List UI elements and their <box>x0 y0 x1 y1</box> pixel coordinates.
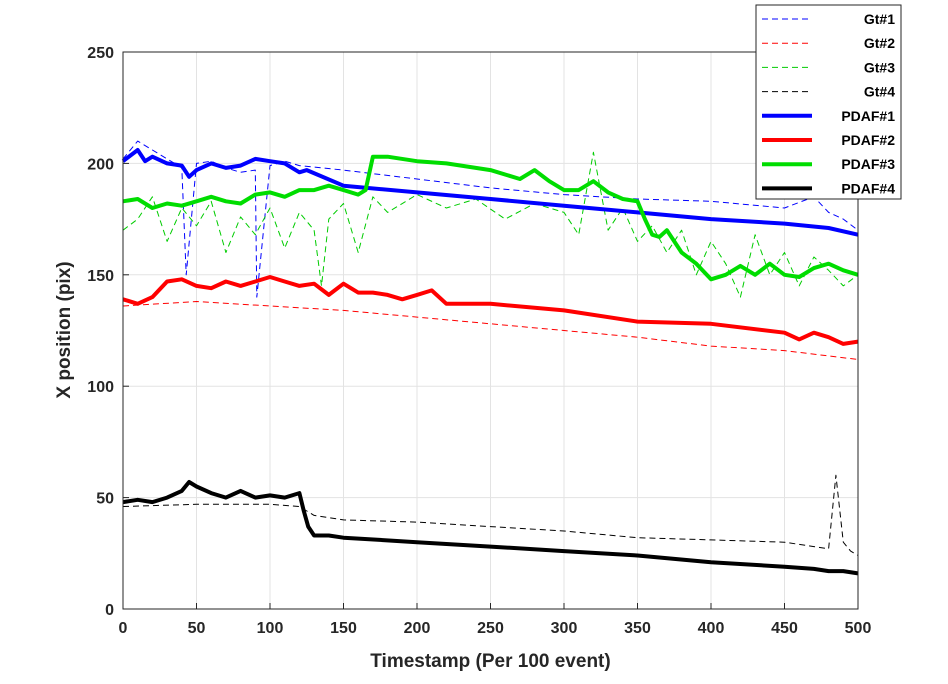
legend-entry: PDAF#3 <box>841 156 895 172</box>
series-line-8 <box>122 480 859 576</box>
y-tick-label: 150 <box>87 268 114 285</box>
series-line-4 <box>122 474 859 556</box>
x-tick-label: 450 <box>771 620 798 637</box>
x-tick-label: 250 <box>477 620 504 637</box>
series-lines <box>121 140 859 576</box>
y-tick-label: 200 <box>87 156 114 173</box>
series-line-5 <box>121 148 859 237</box>
legend-entry: Gt#2 <box>864 35 895 51</box>
x-tick-label: 200 <box>404 620 431 637</box>
legend-box <box>755 4 902 200</box>
series-line-3 <box>122 151 859 298</box>
legend-entry: Gt#4 <box>864 84 895 100</box>
series-line-7 <box>122 154 859 282</box>
legend: Gt#1 Gt#2 Gt#3 Gt#4 PDAF#1 PDAF#2 PDAF#3 PDAF#4 <box>755 4 902 200</box>
legend-entry: PDAF#2 <box>841 132 895 148</box>
y-tick-label: 50 <box>96 491 114 508</box>
x-axis-label: Timestamp (Per 100 event) <box>370 651 610 672</box>
x-tick-label: 0 <box>119 620 128 637</box>
series-line-2 <box>122 301 859 360</box>
legend-entry: PDAF#4 <box>841 180 895 196</box>
y-tick-label: 100 <box>87 379 114 396</box>
x-tick-label: 100 <box>257 620 284 637</box>
x-tick-label: 50 <box>188 620 206 637</box>
x-tick-label: 500 <box>845 620 872 637</box>
axis-ticks: 0 50 100 150 200 250 300 350 400 450 500 0 50 100 150 2… <box>87 45 871 637</box>
x-tick-label: 350 <box>624 620 651 637</box>
legend-entry: Gt#1 <box>864 11 895 27</box>
x-tick-label: 150 <box>330 620 357 637</box>
y-tick-label: 0 <box>105 602 114 619</box>
x-tick-label: 400 <box>698 620 725 637</box>
legend-entry: PDAF#1 <box>841 108 895 124</box>
legend-entry: Gt#3 <box>864 59 895 75</box>
series-line-6 <box>122 275 859 346</box>
y-tick-label: 250 <box>87 45 114 62</box>
x-tick-label: 300 <box>551 620 578 637</box>
y-axis-label: X position (pix) <box>54 261 75 398</box>
